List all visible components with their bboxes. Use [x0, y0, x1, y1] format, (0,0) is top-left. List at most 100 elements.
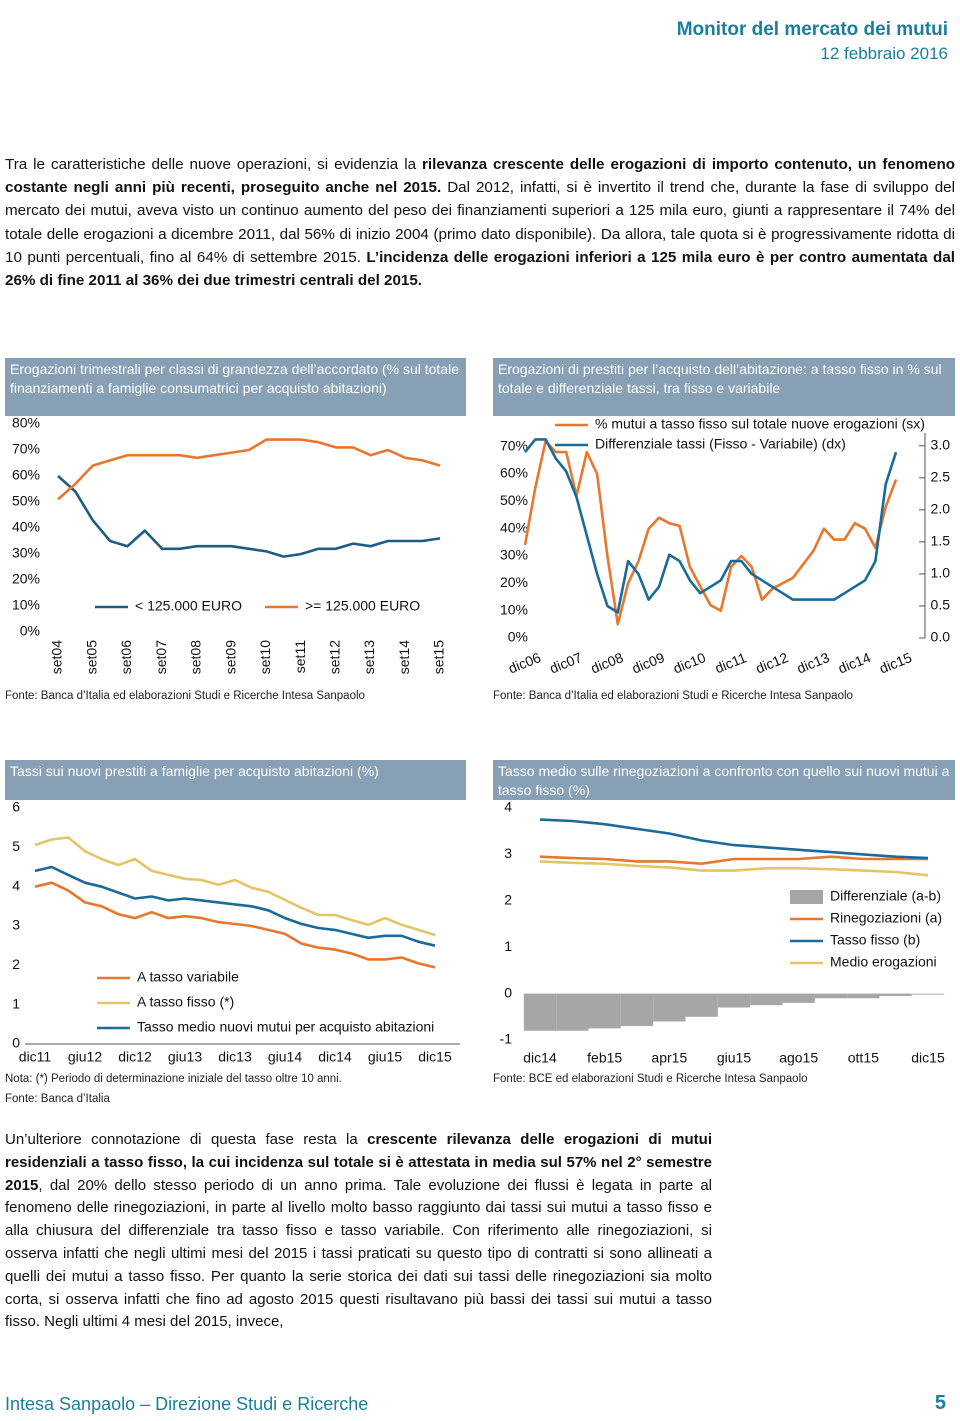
y-tick-label: 80% — [12, 415, 40, 431]
y-tick-label: -1 — [500, 1031, 513, 1047]
x-tick-label: dic15 — [911, 1050, 945, 1066]
series-line — [539, 818, 929, 860]
legend-swatch — [790, 890, 823, 904]
x-tick-label: set06 — [118, 640, 134, 674]
y-tick-label: 40% — [12, 519, 40, 535]
y-tick-label: 20% — [12, 571, 40, 587]
legend-label: Tasso fisso (b) — [830, 932, 920, 948]
bar — [847, 993, 880, 999]
y2-tick-label: 0.5 — [931, 597, 951, 613]
x-tick-label: dic13 — [218, 1049, 252, 1065]
text-run: rilevanza crescente delle erogazioni di … — [5, 156, 955, 197]
x-tick-label: giu15 — [368, 1049, 402, 1065]
x-tick-label: giu14 — [268, 1049, 302, 1065]
footer-text: Intesa Sanpaolo – Direzione Studi e Rice… — [5, 1394, 369, 1414]
x-tick-label: apr15 — [651, 1050, 687, 1066]
bar — [588, 993, 621, 1029]
x-tick-label: dic12 — [118, 1049, 152, 1065]
legend-label: % mutui a tasso fisso sul totale nuove e… — [595, 416, 925, 432]
legend-label: Medio erogazioni — [830, 954, 937, 970]
bar — [556, 993, 589, 1031]
text-run: crescente rilevanza delle erogazioni di … — [5, 1131, 712, 1194]
x-tick-label: dic11 — [19, 1049, 52, 1065]
x-tick-label: feb15 — [587, 1050, 622, 1066]
y2-tick-label: 0.0 — [931, 629, 951, 645]
x-tick-label: dic15 — [877, 649, 914, 676]
y2-tick-label: 1.5 — [931, 533, 951, 549]
paragraph: Un’ulteriore connotazione di questa fase… — [5, 1129, 712, 1334]
y-tick-label: 1 — [504, 938, 512, 954]
y-tick-label: 20% — [500, 574, 528, 590]
bar — [911, 993, 945, 995]
x-tick-label: set15 — [431, 640, 447, 674]
series-line — [57, 475, 441, 558]
legend-label: A tasso fisso (*) — [137, 994, 234, 1010]
bar — [717, 993, 751, 1008]
x-tick-label: dic07 — [547, 649, 584, 676]
bar — [750, 993, 783, 1006]
x-tick-label: set14 — [396, 640, 412, 674]
y-tick-label: 4 — [504, 799, 512, 815]
y-tick-label: 4 — [12, 877, 20, 893]
y-tick-label: 1 — [12, 995, 20, 1011]
y-tick-label: 50% — [12, 493, 40, 509]
y2-tick-label: 2.0 — [931, 501, 951, 517]
y-tick-label: 3 — [504, 845, 512, 861]
text-run: L’incidenza delle erogazioni inferiori a… — [5, 248, 955, 290]
bar — [782, 993, 815, 1003]
y-tick-label: 0 — [12, 1035, 20, 1051]
y-tick-label: 70% — [12, 441, 40, 457]
text-run: , dal 20% dello stesso periodo di un ann… — [5, 1176, 712, 1331]
bar — [685, 993, 718, 1017]
chart-source: Fonte: Banca d’Italia ed elaborazioni St… — [493, 690, 853, 702]
series-line — [34, 881, 436, 969]
chart-source: Fonte: BCE ed elaborazioni Studi e Ricer… — [493, 1073, 808, 1085]
y-tick-label: 5 — [12, 838, 20, 854]
bar — [653, 993, 686, 1022]
bar — [523, 993, 557, 1031]
chart-title: Erogazioni trimestrali per classi di gra… — [5, 358, 466, 416]
paragraph: Tra le caratteristiche delle nuove opera… — [5, 153, 955, 292]
series-line — [34, 836, 436, 937]
text-run: Tra le caratteristiche delle nuove opera… — [5, 156, 423, 173]
header-date: 12 febbraio 2016 — [820, 44, 948, 63]
chart-source: Fonte: Banca d’Italia ed elaborazioni St… — [5, 690, 365, 702]
x-tick-label: set07 — [153, 640, 169, 674]
chart-title: Tasso medio sulle rinegoziazioni a confr… — [493, 760, 955, 800]
bar — [814, 993, 848, 999]
text-run: Dal 2012, infatti, si è invertito il tre… — [5, 179, 955, 266]
x-tick-label: ott15 — [848, 1050, 879, 1066]
x-tick-label: dic11 — [713, 649, 749, 676]
series-line — [57, 438, 441, 501]
y-tick-label: 50% — [500, 492, 528, 508]
x-tick-label: giu15 — [717, 1050, 751, 1066]
x-tick-label: set04 — [49, 640, 65, 674]
x-tick-label: set12 — [327, 640, 343, 674]
legend-label: Differenziale tassi (Fisso - Variabile) … — [595, 436, 846, 452]
x-tick-label: set11 — [292, 640, 308, 673]
y-tick-label: 30% — [12, 545, 40, 561]
y-tick-label: 70% — [500, 437, 528, 453]
y-tick-label: 0 — [504, 984, 512, 1000]
x-tick-label: set09 — [222, 640, 238, 674]
legend-label: Differenziale (a-b) — [830, 888, 941, 904]
y-tick-label: 30% — [500, 547, 528, 563]
y-tick-label: 0% — [20, 623, 40, 639]
x-tick-label: dic09 — [630, 649, 667, 676]
x-tick-label: set08 — [188, 640, 204, 674]
y-tick-label: 60% — [500, 465, 528, 481]
x-tick-label: set05 — [83, 640, 99, 674]
bar — [620, 993, 654, 1027]
y2-tick-label: 3.0 — [931, 437, 951, 453]
x-tick-label: dic06 — [506, 649, 543, 676]
y2-tick-label: 2.5 — [931, 469, 951, 485]
x-tick-label: dic08 — [588, 649, 625, 676]
y-tick-label: 10% — [500, 601, 528, 617]
y-tick-label: 2 — [12, 956, 20, 972]
x-tick-label: dic14 — [836, 649, 873, 676]
y-tick-label: 60% — [12, 467, 40, 483]
series-line — [539, 855, 928, 865]
x-tick-label: dic12 — [753, 649, 790, 676]
legend-label: >= 125.000 EURO — [305, 598, 420, 614]
